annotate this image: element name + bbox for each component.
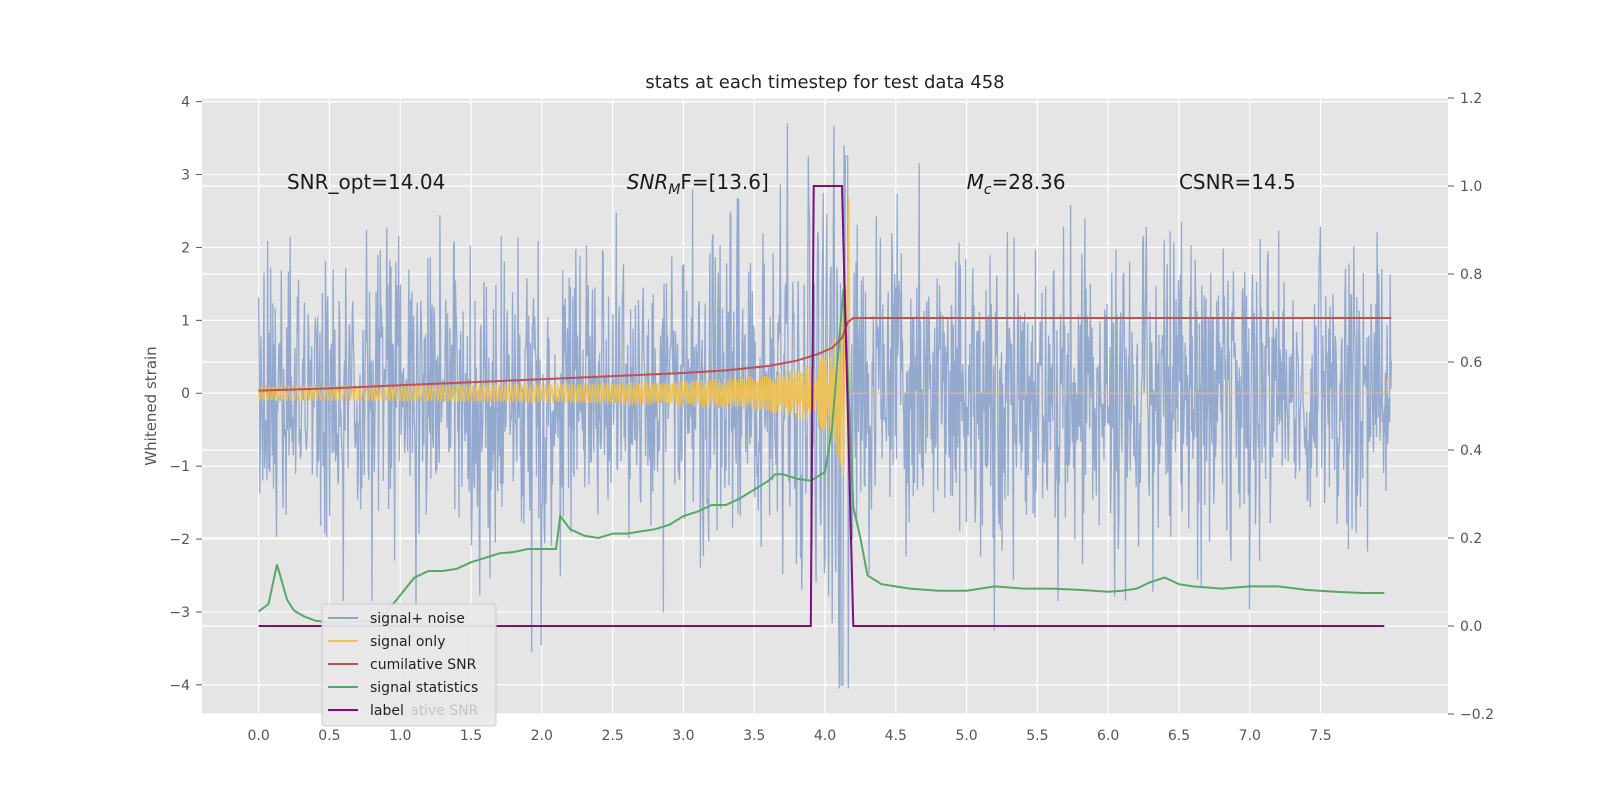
x-tick-label: 4.0: [814, 728, 836, 744]
legend-label-signal-noise: signal+ noise: [370, 611, 465, 627]
legend-label-cumulative-snr: cumilative SNR: [370, 657, 477, 673]
annotation: CSNR=14.5: [1179, 170, 1296, 194]
y2-tick-label: 1.2: [1460, 91, 1482, 107]
annotation: Mc=28.36: [967, 170, 1066, 198]
tick-labels: 0.0 0.5 1.0 1.5 2.0 2.5 3.0 3.5 4.0 4.5 5.0 5.5 6.0 6…: [169, 91, 1494, 744]
x-tick-label: 5.0: [955, 728, 977, 744]
x-tick-label: 5.5: [1026, 728, 1048, 744]
y-tick-label: −1: [169, 459, 190, 475]
x-tick-label: 7.0: [1239, 728, 1261, 744]
y2-tick-label: 0.0: [1460, 619, 1482, 635]
x-tick-label: 0.5: [318, 728, 340, 744]
signal-only-series: [258, 197, 1392, 477]
x-tick-label: 4.5: [885, 728, 907, 744]
x-tick-label: 6.5: [1168, 728, 1190, 744]
y-tick-label: 2: [181, 240, 190, 256]
x-tick-label: 2.5: [601, 728, 623, 744]
annotation: SNR_opt=14.04: [287, 170, 445, 194]
chart-title: stats at each timestep for test data 458: [645, 72, 1004, 93]
x-tick-label: 1.0: [389, 728, 411, 744]
y-tick-label: 0: [181, 386, 190, 402]
legend-box: [321, 603, 497, 727]
x-tick-label: 2.0: [531, 728, 553, 744]
signal-noise-series: [257, 123, 1393, 689]
annotations: SNR_opt=14.04 SNRMF=[13.6] Mc=28.36 CSNR=14…: [287, 170, 1296, 198]
legend-label-label: label: [370, 703, 404, 719]
y-tick-label: −3: [169, 605, 190, 621]
x-tick-label: 3.0: [672, 728, 694, 744]
x-tick-label: 7.5: [1309, 728, 1331, 744]
signal-noise-line: [257, 123, 1393, 689]
right-axis-series: [257, 185, 1392, 627]
signal-only-line: [258, 197, 1392, 477]
y-tick-label: 4: [181, 95, 190, 111]
y2-tick-label: 0.4: [1460, 443, 1482, 459]
x-tick-label: 1.5: [460, 728, 482, 744]
y-tick-label: −4: [169, 678, 190, 694]
x-tick-label: 0.0: [248, 728, 270, 744]
legend-label-signal-statistics: signal statistics: [370, 680, 478, 696]
legend-label-signal-only: signal only: [370, 634, 445, 650]
legend-label-mask: [368, 699, 412, 717]
y2-tick-label: 0.6: [1460, 355, 1482, 371]
y-tick-label: 1: [181, 313, 190, 329]
x-tick-label: 6.0: [1097, 728, 1119, 744]
y-axis-label: Whitened strain: [142, 346, 160, 465]
label-line: [258, 185, 1385, 627]
y2-tick-label: 1.0: [1460, 179, 1482, 195]
signal-statistics-line: [257, 289, 1385, 624]
annotation: SNRMF=[13.6]: [627, 170, 769, 198]
y-tick-label: −2: [169, 532, 190, 548]
y2-tick-label: 0.2: [1460, 531, 1482, 547]
y2-tick-label: −0.2: [1460, 707, 1494, 723]
y2-tick-label: 0.8: [1460, 267, 1482, 283]
x-tick-label: 3.5: [743, 728, 765, 744]
y-tick-label: 3: [181, 168, 190, 184]
